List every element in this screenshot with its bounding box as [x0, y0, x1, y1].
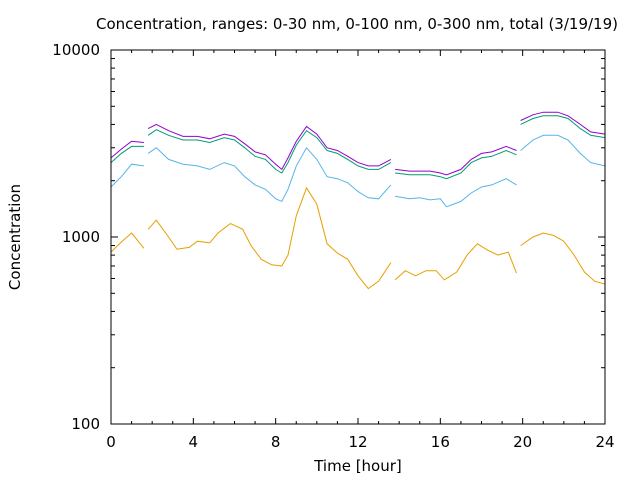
series-1-segment-1 [110, 232, 145, 253]
series-4-segment-3 [395, 145, 517, 176]
series-3-segment-1 [110, 145, 144, 163]
series-1-segment-2 [147, 186, 392, 290]
x-tick-label: 16 [431, 433, 450, 451]
series-1-segment-3 [394, 243, 517, 281]
series-4-segment-1 [110, 140, 144, 159]
series-4-segment-2 [147, 123, 392, 171]
plot-area [110, 49, 606, 425]
series-1-segment-4 [520, 232, 606, 285]
series-group [110, 111, 606, 290]
y-tick-label: 100 [71, 415, 100, 433]
x-tick-label: 24 [595, 433, 614, 451]
chart-title: Concentration, ranges: 0-30 nm, 0-100 nm… [96, 15, 618, 33]
ticks-group [110, 49, 606, 425]
x-tick-label: 20 [513, 433, 532, 451]
series-4-segment-4 [520, 111, 606, 135]
x-tick-label: 8 [271, 433, 281, 451]
series-2-segment-1 [110, 163, 144, 188]
series-3-segment-3 [395, 149, 517, 180]
x-tick-label: 12 [348, 433, 367, 451]
series-2-segment-4 [520, 134, 606, 167]
plot-frame [110, 49, 606, 425]
y-tick-label: 1000 [62, 228, 100, 246]
y-axis-title: Concentration [6, 184, 24, 290]
x-tick-label: 0 [106, 433, 116, 451]
series-2-segment-2 [147, 146, 392, 203]
series-2-segment-3 [395, 178, 517, 208]
series-3-segment-4 [520, 115, 606, 139]
x-tick-label: 4 [189, 433, 199, 451]
y-tick-labels: 100 1000 10000 [52, 41, 100, 433]
x-axis-title: Time [hour] [313, 457, 402, 475]
y-tick-label: 10000 [52, 41, 100, 59]
x-tick-labels: 0 4 8 12 16 20 24 [106, 433, 614, 451]
series-3-segment-2 [147, 129, 392, 174]
